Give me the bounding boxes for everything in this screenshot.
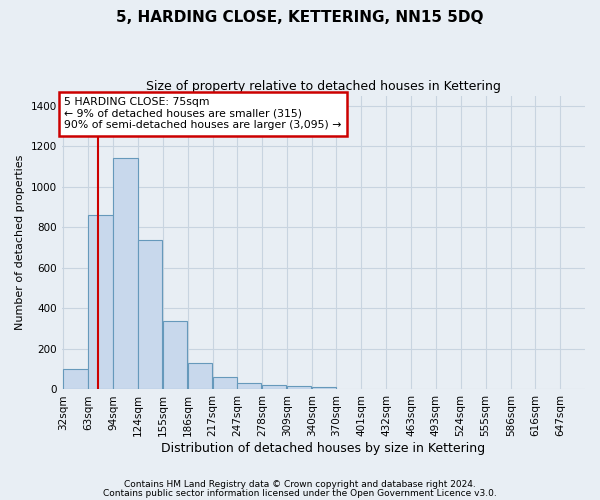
Text: 5, HARDING CLOSE, KETTERING, NN15 5DQ: 5, HARDING CLOSE, KETTERING, NN15 5DQ xyxy=(116,10,484,25)
Bar xyxy=(188,363,212,390)
Bar xyxy=(137,240,162,390)
Bar xyxy=(113,158,137,390)
Bar xyxy=(212,378,237,390)
Text: Contains public sector information licensed under the Open Government Licence v3: Contains public sector information licen… xyxy=(103,488,497,498)
Text: 5 HARDING CLOSE: 75sqm
← 9% of detached houses are smaller (315)
90% of semi-det: 5 HARDING CLOSE: 75sqm ← 9% of detached … xyxy=(64,97,341,130)
Bar xyxy=(287,386,311,390)
Bar xyxy=(312,388,336,390)
Text: Contains HM Land Registry data © Crown copyright and database right 2024.: Contains HM Land Registry data © Crown c… xyxy=(124,480,476,489)
Bar xyxy=(88,215,113,390)
Title: Size of property relative to detached houses in Kettering: Size of property relative to detached ho… xyxy=(146,80,501,93)
Bar xyxy=(163,320,187,390)
Bar xyxy=(63,369,88,390)
X-axis label: Distribution of detached houses by size in Kettering: Distribution of detached houses by size … xyxy=(161,442,485,455)
Bar xyxy=(262,386,286,390)
Bar xyxy=(237,384,261,390)
Y-axis label: Number of detached properties: Number of detached properties xyxy=(15,155,25,330)
